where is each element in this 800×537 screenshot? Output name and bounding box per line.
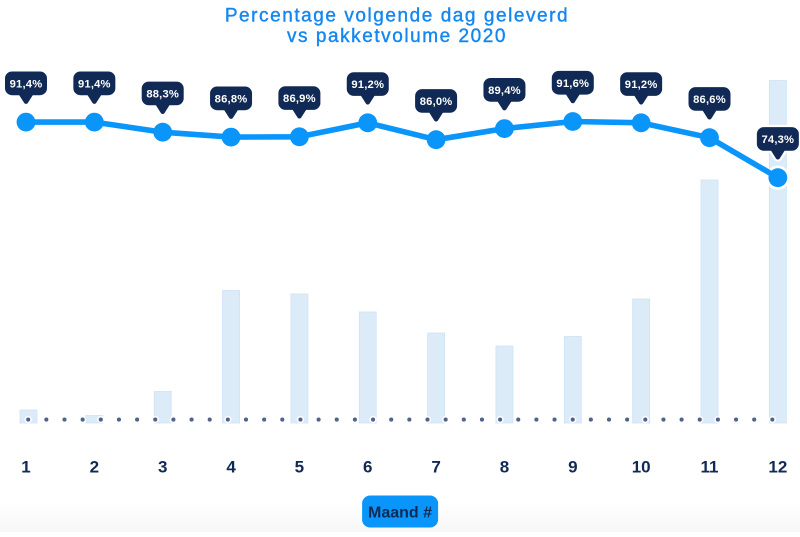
svg-text:vs pakketvolume 2020: vs pakketvolume 2020 — [287, 26, 507, 47]
svg-text:11: 11 — [701, 458, 719, 477]
svg-text:3: 3 — [158, 458, 167, 477]
svg-text:86,6%: 86,6% — [693, 94, 726, 106]
svg-text:1: 1 — [21, 458, 30, 477]
svg-text:91,2%: 91,2% — [351, 79, 384, 91]
svg-text:8: 8 — [500, 458, 509, 477]
svg-text:91,4%: 91,4% — [78, 79, 111, 91]
svg-text:91,6%: 91,6% — [556, 78, 589, 90]
svg-text:2: 2 — [90, 458, 99, 477]
svg-text:89,4%: 89,4% — [488, 85, 521, 97]
svg-text:86,8%: 86,8% — [215, 94, 248, 106]
svg-text:91,2%: 91,2% — [625, 79, 658, 91]
svg-text:7: 7 — [431, 458, 440, 477]
svg-text:86,9%: 86,9% — [283, 93, 316, 105]
svg-text:88,3%: 88,3% — [146, 89, 179, 101]
svg-text:Percentage volgende dag geleve: Percentage volgende dag geleverd — [225, 5, 569, 26]
svg-text:4: 4 — [226, 458, 236, 477]
svg-text:74,3%: 74,3% — [761, 134, 794, 146]
svg-text:10: 10 — [632, 458, 651, 477]
svg-text:86,0%: 86,0% — [420, 96, 453, 108]
svg-text:91,4%: 91,4% — [10, 79, 43, 91]
svg-text:5: 5 — [295, 458, 304, 477]
svg-text:12: 12 — [768, 458, 787, 477]
svg-text:9: 9 — [568, 458, 577, 477]
svg-text:Maand #: Maand # — [368, 504, 432, 521]
svg-text:6: 6 — [363, 458, 372, 477]
